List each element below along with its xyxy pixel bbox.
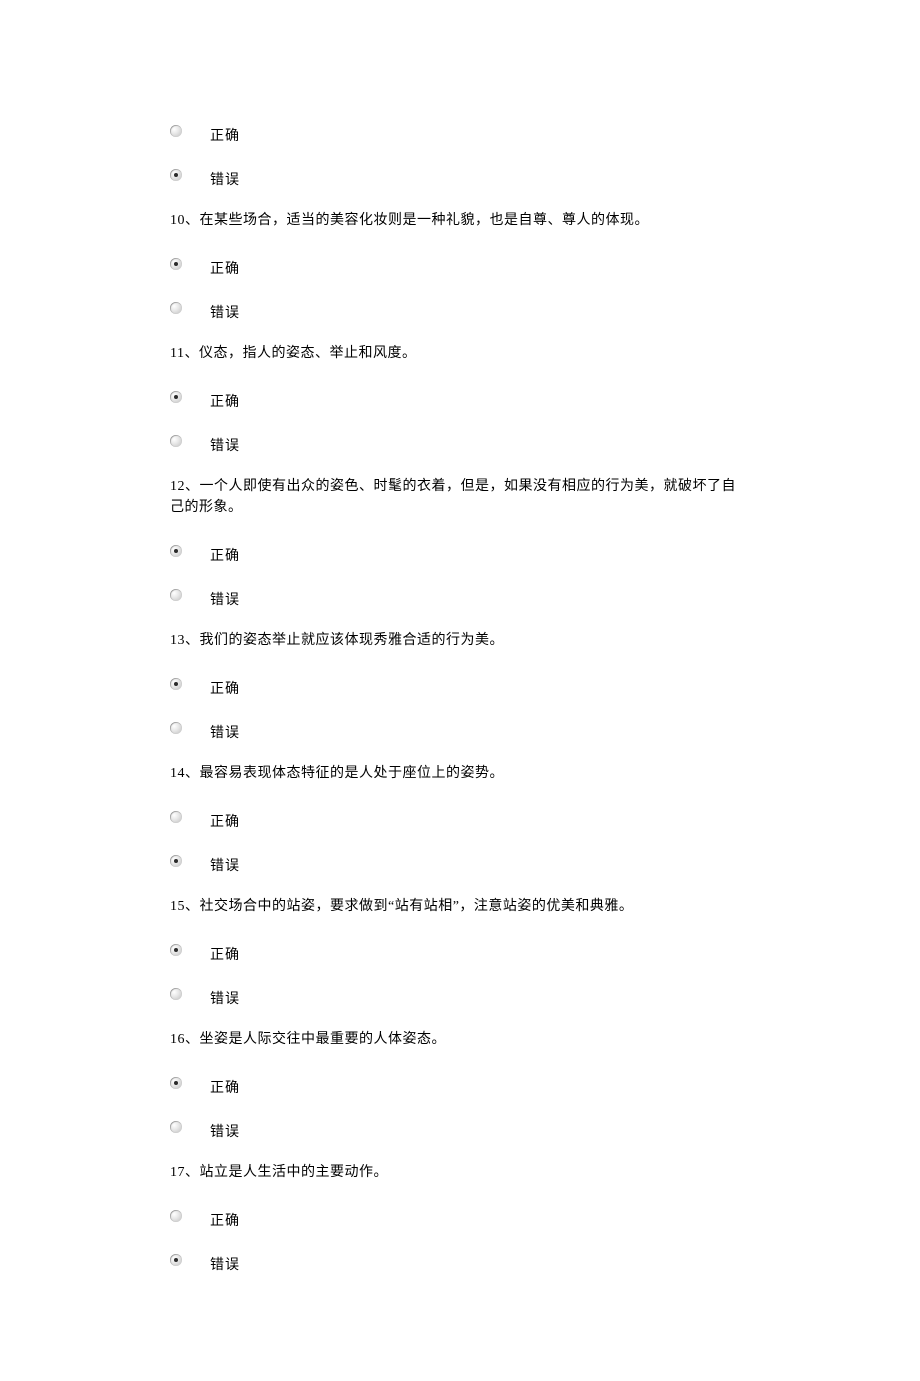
option-row-wrong: 错误 bbox=[170, 838, 750, 882]
radio-button-correct[interactable] bbox=[170, 1210, 182, 1222]
radio-button-wrong[interactable] bbox=[170, 855, 182, 867]
radio-cell bbox=[170, 587, 210, 601]
option-label-correct: 正确 bbox=[210, 667, 240, 700]
radio-button-correct[interactable] bbox=[170, 678, 182, 690]
option-row-correct: 正确 bbox=[170, 108, 750, 152]
radio-dot-icon bbox=[174, 682, 178, 686]
option-row-correct: 正确 bbox=[170, 794, 750, 838]
radio-button-wrong[interactable] bbox=[170, 302, 182, 314]
radio-cell bbox=[170, 167, 210, 181]
option-label-wrong: 错误 bbox=[210, 424, 240, 457]
radio-dot-icon bbox=[174, 549, 178, 553]
radio-cell bbox=[170, 720, 210, 734]
radio-button-correct[interactable] bbox=[170, 391, 182, 403]
radio-cell bbox=[170, 1208, 210, 1222]
question-text: 11、仪态，指人的姿态、举止和风度。 bbox=[170, 343, 750, 364]
question-text: 15、社交场合中的站姿，要求做到“站有站相”，注意站姿的优美和典雅。 bbox=[170, 896, 750, 917]
question-text: 10、在某些场合，适当的美容化妆则是一种礼貌，也是自尊、尊人的体现。 bbox=[170, 210, 750, 231]
radio-button-correct[interactable] bbox=[170, 944, 182, 956]
radio-button-wrong[interactable] bbox=[170, 722, 182, 734]
option-row-wrong: 错误 bbox=[170, 152, 750, 196]
option-row-wrong: 错误 bbox=[170, 1237, 750, 1281]
option-label-wrong: 错误 bbox=[210, 1243, 240, 1276]
option-label-correct: 正确 bbox=[210, 800, 240, 833]
radio-dot-icon bbox=[174, 859, 178, 863]
option-label-correct: 正确 bbox=[210, 1199, 240, 1232]
question-text: 14、最容易表现体态特征的是人处于座位上的姿势。 bbox=[170, 763, 750, 784]
quiz-container: 正确错误10、在某些场合，适当的美容化妆则是一种礼貌，也是自尊、尊人的体现。正确… bbox=[170, 108, 750, 1281]
option-label-correct: 正确 bbox=[210, 114, 240, 147]
radio-button-wrong[interactable] bbox=[170, 1254, 182, 1266]
option-row-wrong: 错误 bbox=[170, 1104, 750, 1148]
radio-cell bbox=[170, 1119, 210, 1133]
question-text: 16、坐姿是人际交往中最重要的人体姿态。 bbox=[170, 1029, 750, 1050]
radio-cell bbox=[170, 543, 210, 557]
radio-cell bbox=[170, 1075, 210, 1089]
option-row-correct: 正确 bbox=[170, 927, 750, 971]
question-text: 12、一个人即使有出众的姿色、时髦的衣着，但是，如果没有相应的行为美，就破坏了自… bbox=[170, 476, 750, 518]
option-label-wrong: 错误 bbox=[210, 711, 240, 744]
radio-dot-icon bbox=[174, 395, 178, 399]
option-row-correct: 正确 bbox=[170, 528, 750, 572]
question-text: 17、站立是人生活中的主要动作。 bbox=[170, 1162, 750, 1183]
radio-cell bbox=[170, 853, 210, 867]
radio-button-correct[interactable] bbox=[170, 811, 182, 823]
radio-cell bbox=[170, 123, 210, 137]
radio-button-correct[interactable] bbox=[170, 545, 182, 557]
option-label-correct: 正确 bbox=[210, 247, 240, 280]
radio-dot-icon bbox=[174, 948, 178, 952]
radio-cell bbox=[170, 986, 210, 1000]
option-label-wrong: 错误 bbox=[210, 578, 240, 611]
option-label-wrong: 错误 bbox=[210, 291, 240, 324]
radio-button-wrong[interactable] bbox=[170, 589, 182, 601]
radio-button-wrong[interactable] bbox=[170, 169, 182, 181]
radio-dot-icon bbox=[174, 1081, 178, 1085]
radio-button-correct[interactable] bbox=[170, 258, 182, 270]
radio-cell bbox=[170, 809, 210, 823]
question-text: 13、我们的姿态举止就应该体现秀雅合适的行为美。 bbox=[170, 630, 750, 651]
option-label-correct: 正确 bbox=[210, 933, 240, 966]
radio-cell bbox=[170, 256, 210, 270]
option-row-correct: 正确 bbox=[170, 241, 750, 285]
option-row-wrong: 错误 bbox=[170, 705, 750, 749]
radio-button-wrong[interactable] bbox=[170, 1121, 182, 1133]
option-row-correct: 正确 bbox=[170, 661, 750, 705]
radio-button-wrong[interactable] bbox=[170, 988, 182, 1000]
option-label-correct: 正确 bbox=[210, 534, 240, 567]
radio-dot-icon bbox=[174, 262, 178, 266]
radio-dot-icon bbox=[174, 1258, 178, 1262]
radio-cell bbox=[170, 942, 210, 956]
radio-cell bbox=[170, 676, 210, 690]
radio-button-correct[interactable] bbox=[170, 125, 182, 137]
option-row-correct: 正确 bbox=[170, 374, 750, 418]
radio-cell bbox=[170, 433, 210, 447]
option-label-correct: 正确 bbox=[210, 1066, 240, 1099]
option-row-wrong: 错误 bbox=[170, 285, 750, 329]
option-label-wrong: 错误 bbox=[210, 977, 240, 1010]
option-row-correct: 正确 bbox=[170, 1193, 750, 1237]
radio-cell bbox=[170, 389, 210, 403]
option-label-wrong: 错误 bbox=[210, 158, 240, 191]
option-row-wrong: 错误 bbox=[170, 971, 750, 1015]
radio-cell bbox=[170, 1252, 210, 1266]
option-label-wrong: 错误 bbox=[210, 1110, 240, 1143]
option-row-wrong: 错误 bbox=[170, 418, 750, 462]
option-label-wrong: 错误 bbox=[210, 844, 240, 877]
option-label-correct: 正确 bbox=[210, 380, 240, 413]
radio-button-correct[interactable] bbox=[170, 1077, 182, 1089]
option-row-wrong: 错误 bbox=[170, 572, 750, 616]
radio-button-wrong[interactable] bbox=[170, 435, 182, 447]
radio-cell bbox=[170, 300, 210, 314]
radio-dot-icon bbox=[174, 173, 178, 177]
option-row-correct: 正确 bbox=[170, 1060, 750, 1104]
